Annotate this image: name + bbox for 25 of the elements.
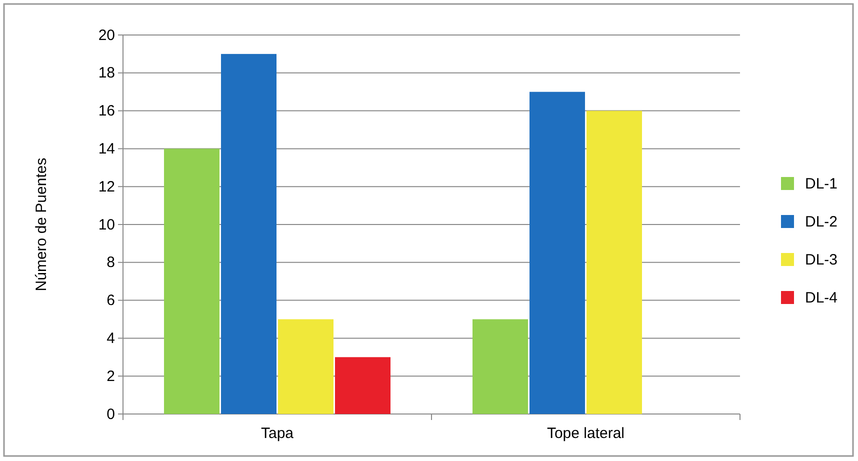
- y-tick-label: 6: [106, 292, 115, 310]
- legend-label: DL-2: [805, 214, 838, 230]
- legend-label: DL-1: [805, 176, 838, 192]
- bar: [586, 110, 642, 414]
- y-tick-label: 10: [98, 216, 115, 234]
- y-tick-label: 12: [98, 178, 115, 196]
- y-tick-label: 8: [106, 254, 115, 272]
- legend-label: DL-3: [805, 252, 838, 268]
- x-tick-label: Tapa: [260, 425, 294, 442]
- y-axis-title: Número de Puentes: [33, 158, 50, 292]
- y-tick-label: 20: [98, 26, 115, 44]
- y-tick-label: 0: [106, 406, 115, 423]
- y-tick-label: 2: [106, 368, 115, 385]
- y-tick-label: 4: [106, 330, 115, 347]
- y-tick-label: 18: [98, 64, 115, 82]
- bar: [221, 54, 276, 414]
- bar: [164, 148, 220, 414]
- bar: [472, 319, 528, 414]
- x-tick-label: Tope lateral: [546, 425, 625, 442]
- y-tick-label: 16: [98, 102, 115, 120]
- y-tick-label: 14: [98, 140, 115, 158]
- bar: [278, 319, 334, 414]
- bar: [530, 92, 585, 414]
- bar: [335, 357, 390, 414]
- legend-label: DL-4: [805, 290, 838, 306]
